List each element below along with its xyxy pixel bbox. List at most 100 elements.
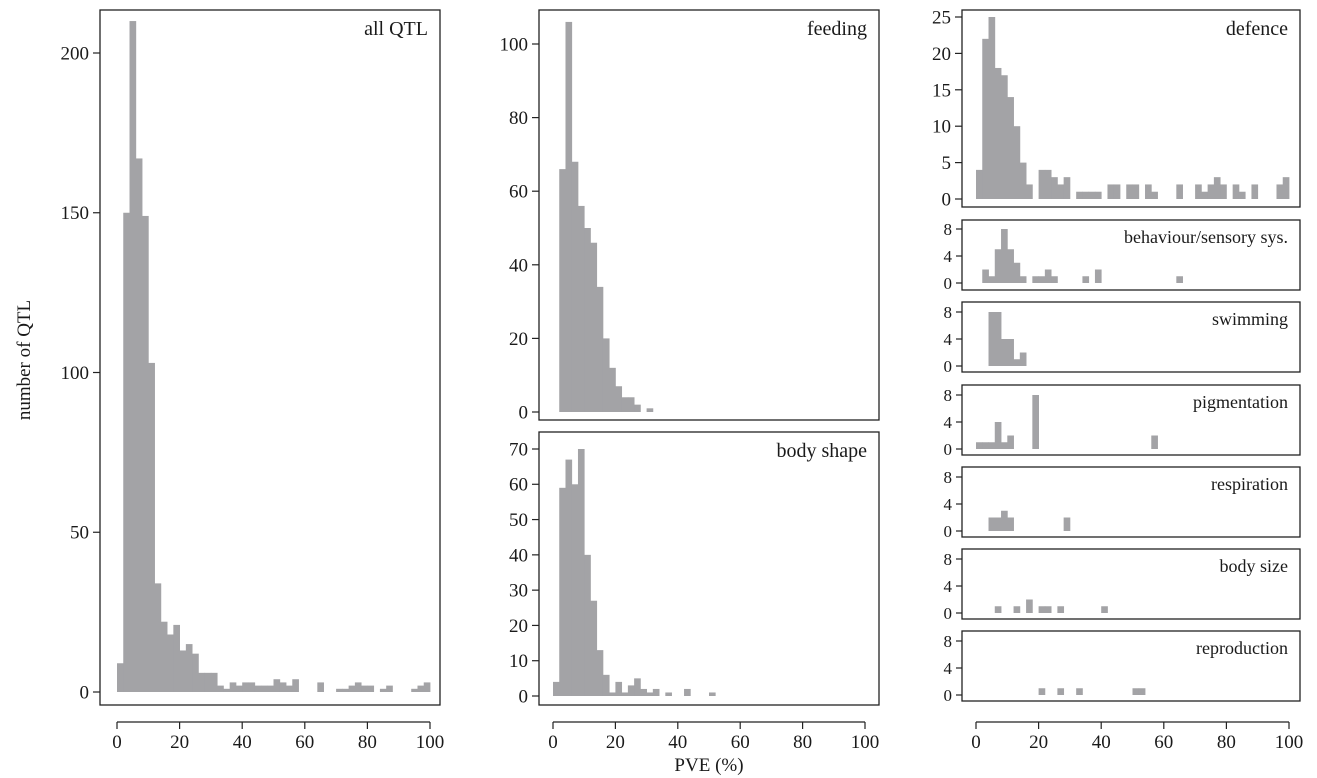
bar-behaviour-sensory-sys: [1007, 249, 1014, 283]
panel-frame: [961, 301, 1301, 373]
bar-all-qtl: [379, 688, 387, 692]
bar-defence: [1201, 191, 1209, 199]
x-tick-label: 40: [233, 732, 252, 753]
bar-defence: [1251, 184, 1259, 199]
bar-feeding: [584, 228, 591, 412]
bar-swimming: [988, 312, 996, 366]
bar-defence: [1019, 162, 1027, 199]
y-tick-label: 8: [944, 220, 953, 239]
bar-behaviour-sensory-sys: [1032, 276, 1039, 283]
y-tick-label: 20: [509, 616, 528, 637]
panel-respiration: respiration 0 4 8: [944, 466, 1301, 541]
bar-body-shape: [627, 685, 635, 696]
y-tick-label: 0: [519, 686, 529, 707]
bar-all-qtl: [179, 650, 187, 692]
x-tick-label: 0: [112, 732, 122, 753]
bar-swimming: [1001, 339, 1008, 366]
bar-body-shape: [584, 554, 591, 696]
bar-body-size: [994, 606, 1002, 613]
bar-body-size: [1038, 606, 1046, 613]
panel-label: body shape: [776, 440, 867, 462]
bar-respiration: [1007, 517, 1014, 531]
bar-all-qtl: [342, 688, 350, 692]
y-tick-label: 60: [509, 475, 528, 496]
x-tick-label: 100: [851, 732, 880, 753]
bar-swimming: [1013, 359, 1021, 366]
panel-pigmentation: pigmentation 0 4 8: [944, 384, 1301, 459]
bar-all-qtl: [154, 583, 162, 692]
panel-label: swimming: [1212, 309, 1288, 329]
bar-defence: [1044, 169, 1052, 199]
bar-behaviour-sensory-sys: [1044, 269, 1052, 283]
panel-behaviour-sensory-sys: behaviour/sensory sys. 0 4 8: [944, 219, 1301, 293]
bar-all-qtl: [292, 679, 299, 692]
bar-all-qtl: [273, 679, 281, 692]
bar-respiration: [1001, 510, 1008, 531]
y-tick-label: 4: [944, 247, 953, 266]
bar-all-qtl: [411, 688, 418, 692]
bar-all-qtl: [173, 624, 180, 692]
y-tick-label: 70: [509, 439, 528, 460]
bar-all-qtl: [354, 682, 362, 692]
bar-body-shape: [652, 688, 660, 696]
bar-body-size: [1044, 606, 1052, 613]
bar-feeding: [615, 386, 623, 412]
y-tick-label: 10: [509, 651, 528, 672]
x-axis-label: PVE (%): [674, 755, 743, 776]
bar-defence: [1195, 184, 1202, 199]
bar-body-shape: [596, 650, 604, 696]
bar-behaviour-sensory-sys: [1082, 276, 1090, 283]
y-tick-label: 20: [932, 44, 951, 65]
bar-pigmentation: [976, 442, 983, 449]
bar-pigmentation: [1032, 395, 1039, 449]
bar-all-qtl: [348, 685, 356, 692]
bar-all-qtl: [148, 362, 155, 692]
bar-all-qtl: [142, 215, 149, 692]
bar-reproduction: [1038, 688, 1046, 695]
panel-feeding: feeding 0 20 40 60 80 100: [500, 9, 880, 423]
bar-all-qtl: [286, 685, 293, 692]
bar-all-qtl: [361, 685, 368, 692]
x-tick-label: 60: [295, 732, 314, 753]
bar-defence: [976, 169, 983, 199]
y-tick-label: 4: [944, 413, 953, 432]
panel-label: respiration: [1211, 474, 1288, 494]
bar-behaviour-sensory-sys: [994, 249, 1002, 283]
bar-behaviour-sensory-sys: [1038, 276, 1046, 283]
y-tick-label: 4: [944, 330, 953, 349]
y-tick-label: 200: [61, 43, 90, 64]
bar-body-shape: [571, 484, 579, 696]
panel-all-qtl: all QTL 0 50 100 150 200 0 20 40 60 80 100: [61, 9, 444, 753]
bar-defence: [1126, 184, 1133, 199]
bar-body-shape: [553, 681, 560, 696]
bar-all-qtl: [223, 688, 231, 692]
y-axis-label: number of QTL: [14, 300, 35, 420]
panel-label: body size: [1220, 556, 1288, 576]
bar-swimming: [994, 312, 1002, 366]
bar-feeding: [565, 21, 573, 412]
bar-body-shape: [602, 674, 610, 696]
bar-defence: [1063, 177, 1071, 199]
x-tick-label: 80: [1217, 732, 1236, 753]
bar-pigmentation: [988, 442, 996, 449]
y-tick-label: 4: [944, 659, 953, 678]
panel-frame: [538, 431, 880, 706]
bar-defence: [1132, 184, 1140, 199]
panel-label: feeding: [807, 18, 867, 40]
x-tick-label: 20: [1029, 732, 1048, 753]
panel-swimming: swimming 0 4 8: [944, 301, 1301, 376]
bar-respiration: [988, 517, 996, 531]
bar-defence: [1013, 126, 1021, 199]
bar-all-qtl: [423, 682, 431, 692]
bar-defence: [1082, 191, 1090, 199]
x-tick-label: 0: [971, 732, 981, 753]
bar-all-qtl: [248, 682, 256, 692]
bar-body-size: [1101, 606, 1108, 613]
bar-body-size: [1013, 606, 1021, 613]
bar-body-shape: [634, 678, 641, 696]
bar-behaviour-sensory-sys: [1051, 276, 1058, 283]
y-tick-label: 0: [944, 604, 953, 623]
bar-defence: [1026, 184, 1033, 199]
bar-behaviour-sensory-sys: [1019, 276, 1027, 283]
